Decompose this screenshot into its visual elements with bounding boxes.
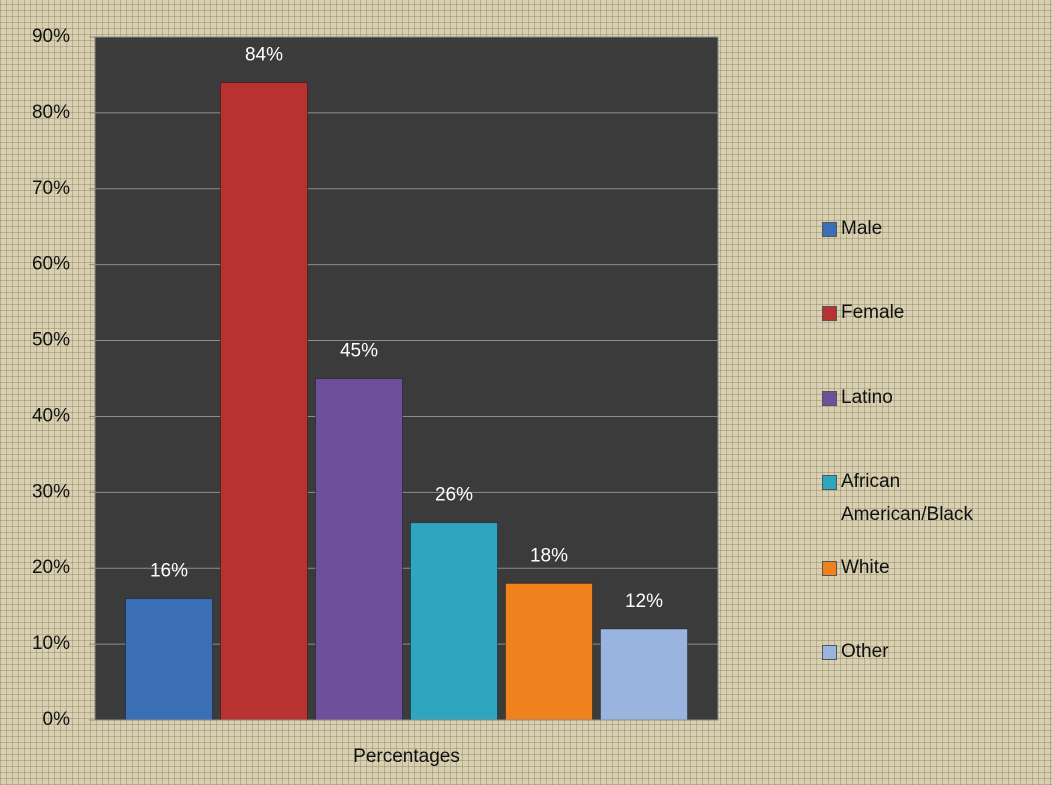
value-label: 84% [245, 45, 283, 66]
value-label: 18% [530, 545, 568, 566]
value-label: 12% [625, 591, 663, 612]
y-tick-label: 70% [32, 178, 70, 199]
bar [505, 582, 593, 721]
legend-label: African American/Black [841, 471, 973, 525]
y-tick-label: 20% [32, 557, 70, 578]
legend-swatch [822, 561, 837, 576]
legend-label: White [841, 557, 890, 578]
y-tick-label: 50% [32, 330, 70, 351]
legend-swatch [822, 306, 837, 321]
legend-entry: Female [822, 296, 1012, 329]
legend-swatch [822, 475, 837, 490]
legend-swatch [822, 645, 837, 660]
bar [600, 628, 688, 721]
legend-entry: Male [822, 212, 1012, 245]
y-tick-label: 10% [32, 633, 70, 654]
y-tick-label: 40% [32, 405, 70, 426]
legend-swatch [822, 222, 837, 237]
x-tick-label: Percentages [353, 746, 460, 767]
bar [220, 82, 308, 721]
legend-label: Male [841, 218, 883, 239]
legend-entry: White [822, 551, 1012, 584]
legend-label: Other [841, 641, 889, 662]
legend-entry: African American/Black [822, 465, 1012, 531]
legend-label: Female [841, 302, 905, 323]
legend-swatch [822, 391, 837, 406]
y-tick-label: 0% [43, 709, 71, 730]
legend-entry: Other [822, 635, 1012, 668]
bar [125, 598, 213, 721]
bar [315, 378, 403, 721]
legend-entry: Latino [822, 381, 1012, 414]
value-label: 45% [340, 341, 378, 362]
y-tick-label: 60% [32, 254, 70, 275]
value-label: 26% [435, 485, 473, 506]
bar [410, 522, 498, 721]
legend-label: Latino [841, 387, 893, 408]
value-label: 16% [150, 561, 188, 582]
y-tick-label: 90% [32, 26, 70, 47]
y-tick-label: 80% [32, 102, 70, 123]
y-tick-label: 30% [32, 481, 70, 502]
